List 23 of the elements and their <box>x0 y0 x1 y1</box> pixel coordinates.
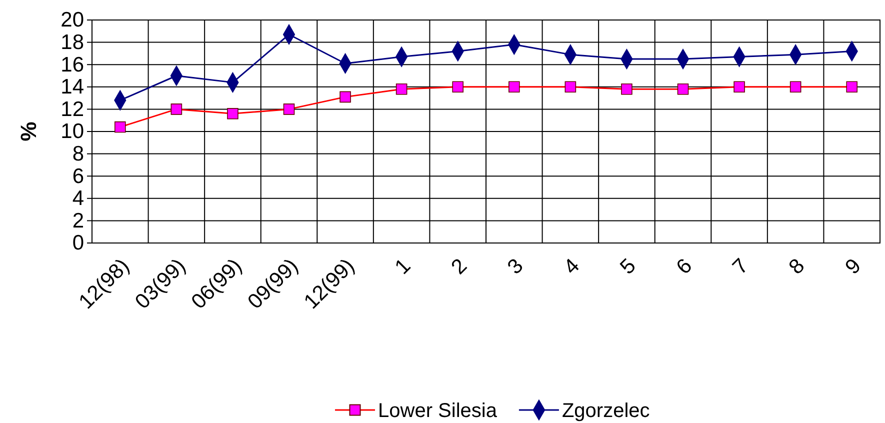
y-tick-label: 4 <box>72 187 84 210</box>
y-tick-label: 8 <box>72 142 84 166</box>
y-axis-title: % <box>16 122 41 142</box>
y-tick-label: 10 <box>60 120 84 144</box>
x-tick-label: 9 <box>840 254 866 279</box>
legend-label: Lower Silesia <box>378 400 498 422</box>
y-tick-label: 16 <box>60 53 84 76</box>
x-tick-label: 7 <box>728 254 753 279</box>
y-tick-label: 12 <box>60 98 84 121</box>
y-tick-label: 6 <box>72 164 84 188</box>
x-tick-label: 2 <box>446 254 472 279</box>
x-tick-label: 1 <box>390 254 416 279</box>
y-tick-label: 18 <box>60 31 84 54</box>
x-tick-label: 6 <box>672 254 697 279</box>
x-tick-label: 4 <box>560 254 584 279</box>
x-tick-label: 5 <box>616 254 640 279</box>
y-tick-label: 20 <box>60 8 84 32</box>
y-tick-label: 0 <box>72 232 84 255</box>
x-tick-label: 8 <box>784 254 810 279</box>
x-tick-label: 3 <box>503 254 528 279</box>
legend-label: Zgorzelec <box>562 400 650 422</box>
y-tick-label: 14 <box>60 76 84 99</box>
y-tick-label: 2 <box>72 209 84 232</box>
